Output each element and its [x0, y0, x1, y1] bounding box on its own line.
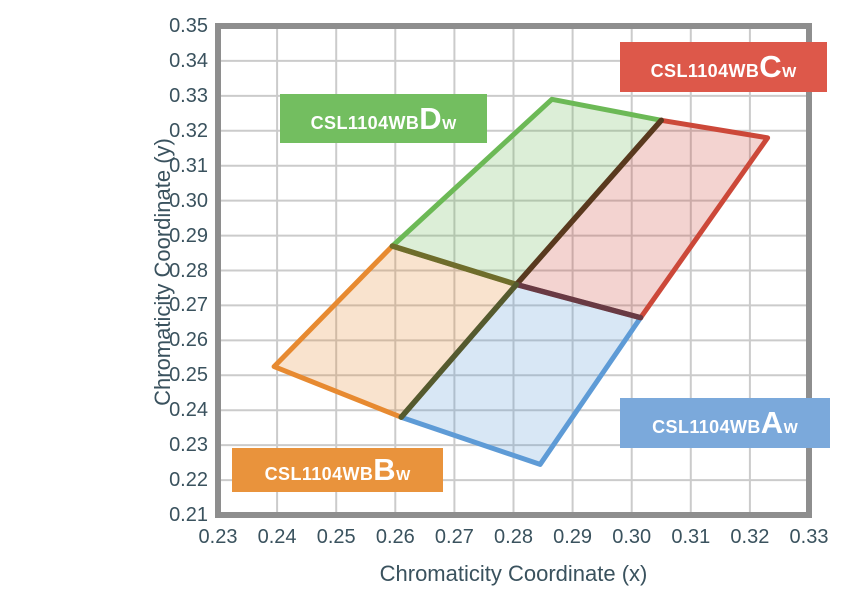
- x-tick-label: 0.26: [375, 526, 415, 548]
- part-number-prefix: CSL1104WB: [310, 112, 420, 133]
- part-number-prefix: CSL1104WB: [652, 417, 761, 437]
- x-tick-label: 0.29: [553, 526, 593, 548]
- y-axis-title: Chromaticity Coordinate (y): [150, 138, 175, 406]
- y-tick-label: 0.30: [169, 189, 208, 212]
- y-tick-label: 0.35: [169, 15, 208, 37]
- x-tick-label: 0.33: [789, 526, 829, 548]
- bin-shared-border: [389, 243, 520, 288]
- bin-label-C: CSL1104WBCW: [620, 42, 827, 92]
- y-tick-label: 0.28: [169, 259, 208, 282]
- bin-shared-border: [513, 117, 664, 288]
- x-tick-label: 0.24: [257, 526, 297, 548]
- x-axis-title: Chromaticity Coordinate (x): [379, 561, 648, 586]
- y-tick-label: 0.26: [169, 329, 208, 352]
- bin-shared-border: [513, 281, 644, 321]
- y-tick-label: 0.27: [169, 294, 208, 317]
- part-number-prefix: CSL1104WB: [264, 464, 374, 484]
- y-tick-label: 0.25: [169, 364, 208, 387]
- bin-shared-border: [398, 281, 520, 420]
- y-tick-label: 0.21: [169, 504, 208, 526]
- y-tick-label: 0.24: [169, 399, 208, 422]
- plot-frame: [215, 23, 812, 518]
- bin-letter: A: [760, 405, 784, 440]
- x-tick-label: 0.27: [434, 526, 474, 548]
- y-tick-label: 0.29: [169, 224, 208, 247]
- y-tick-label: 0.23: [169, 434, 208, 457]
- bin-letter: D: [419, 100, 443, 136]
- y-tick-label: 0.34: [169, 49, 208, 72]
- y-tick-label: 0.31: [169, 154, 208, 177]
- bin-subscript: W: [783, 420, 798, 437]
- y-tick-label: 0.33: [169, 84, 208, 107]
- bin-label-A: CSL1104WBAW: [620, 398, 830, 448]
- x-tick-label: 0.28: [494, 526, 533, 548]
- y-tick-label: 0.32: [169, 119, 208, 142]
- x-tick-label: 0.23: [198, 526, 238, 548]
- part-number-prefix: CSL1104WB: [650, 61, 760, 81]
- x-tick-label: 0.31: [671, 526, 711, 548]
- bin-subscript: W: [396, 467, 411, 484]
- x-tick-label: 0.32: [730, 526, 770, 548]
- bin-label-B: CSL1104WBBW: [232, 448, 443, 492]
- bin-subscript: W: [782, 64, 797, 81]
- y-tick-label: 0.22: [169, 469, 208, 492]
- bin-subscript: W: [442, 115, 457, 133]
- x-tick-label: 0.30: [612, 526, 652, 548]
- bin-label-D: CSL1104WBDW: [280, 94, 487, 143]
- x-tick-label: 0.25: [316, 526, 356, 548]
- bin-letter: B: [373, 452, 397, 487]
- bin-letter: C: [759, 49, 783, 84]
